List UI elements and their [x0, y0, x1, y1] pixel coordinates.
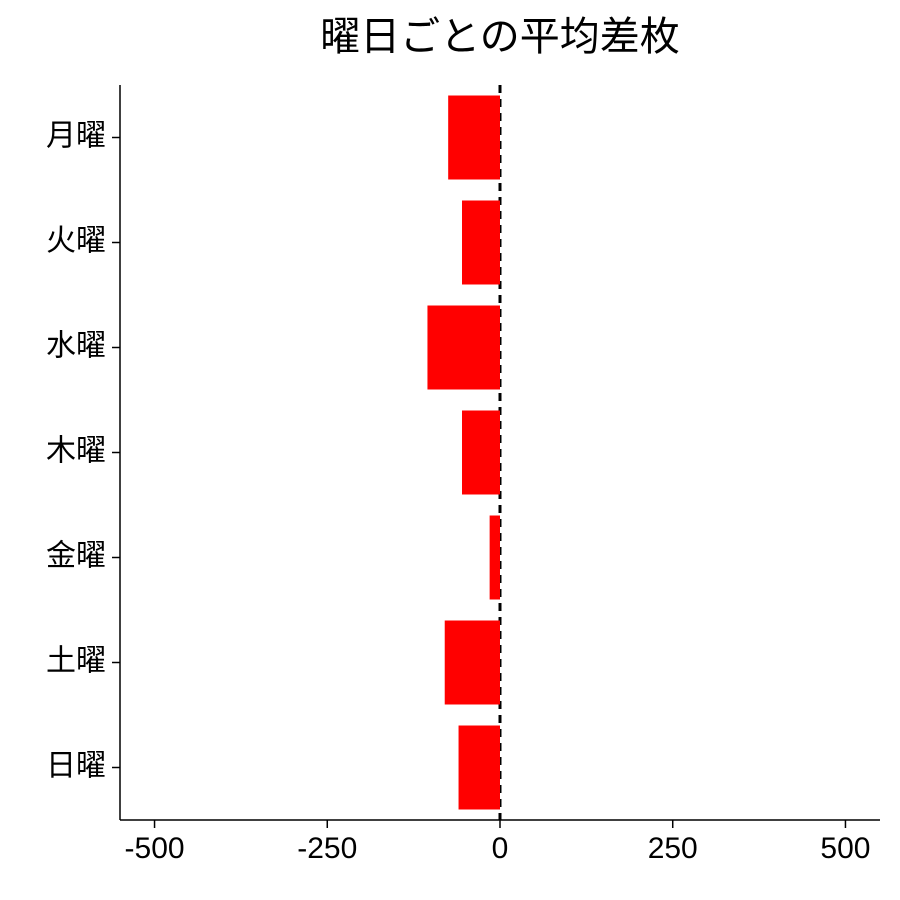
bar [462, 201, 500, 285]
x-tick-label: -250 [297, 832, 357, 865]
y-tick-label: 月曜 [46, 119, 106, 152]
chart-container: 曜日ごとの平均差枚月曜火曜水曜木曜金曜土曜日曜 -500 -250 0 250 500 [0, 0, 900, 900]
bar [445, 621, 500, 705]
y-tick-label: 木曜 [46, 434, 106, 467]
y-tick-label: 土曜 [46, 644, 106, 677]
y-tick-label: 火曜 [46, 224, 106, 257]
bar-chart: 曜日ごとの平均差枚月曜火曜水曜木曜金曜土曜日曜 -500 -250 0 250 500 [0, 0, 900, 900]
bar [459, 726, 500, 810]
y-tick-label: 水曜 [46, 329, 106, 362]
x-tick-label: -500 [125, 832, 185, 865]
x-tick-label: 500 [820, 832, 870, 865]
bar [490, 516, 500, 600]
x-tick-label: 0 [492, 832, 509, 865]
y-tick-label: 金曜 [46, 539, 106, 572]
x-tick-label: 250 [648, 832, 698, 865]
bar [448, 96, 500, 180]
chart-title: 曜日ごとの平均差枚 [320, 15, 680, 59]
bar [427, 306, 500, 390]
bar [462, 411, 500, 495]
y-tick-label: 日曜 [46, 749, 106, 782]
